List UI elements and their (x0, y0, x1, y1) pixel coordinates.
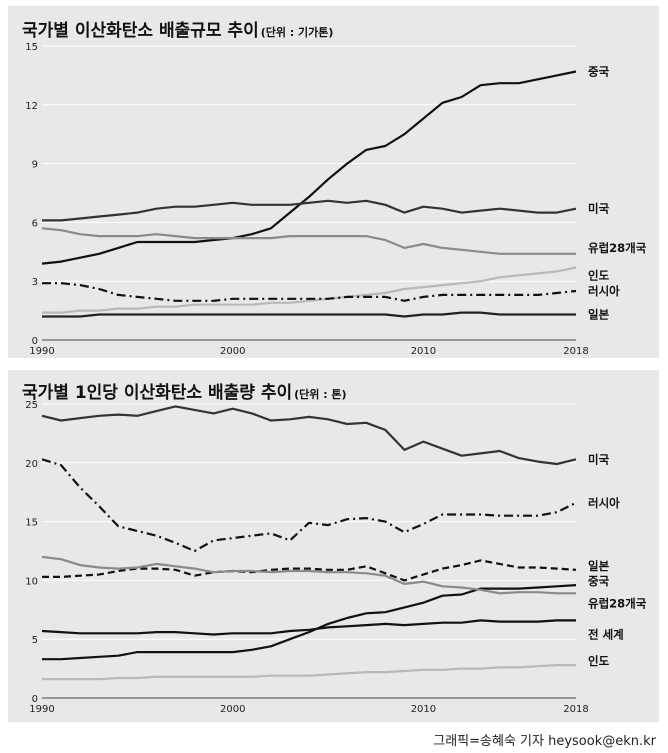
line-chart-per-capita: 0 5 10 15 20 25 1990 2000 2010 2018 미국러시아일본중국유럽28개… (25, 400, 647, 715)
x-tick-label: 2000 (220, 346, 245, 357)
series-line-인도 (42, 266, 577, 314)
series-label-러시아: 러시아 (588, 496, 620, 510)
series-label-중국: 중국 (588, 64, 610, 78)
series-line-전 세계 (41, 619, 576, 636)
chart-title-per-capita: 국가별 1인당 이산화탄소 배출량 추이 (단위 : 톤) (22, 378, 347, 403)
chart-panel-total: 국가별 이산화탄소 배출규모 추이 (단위 : 기가톤) 0 3 6 9 12 15 1990… (8, 6, 659, 358)
chart-panel-per-capita: 국가별 1인당 이산화탄소 배출량 추이 (단위 : 톤) 0 5 10 15 20 25 1… (8, 370, 659, 722)
y-tick-label: 15 (25, 42, 38, 53)
series-line-중국 (42, 584, 577, 661)
y-tick-label: 25 (25, 400, 38, 411)
series-line-러시아 (41, 458, 577, 553)
y-tick-label: 0 (32, 336, 38, 347)
series-label-일본: 일본 (588, 559, 610, 573)
chart-title-text: 국가별 이산화탄소 배출규모 추이 (22, 21, 259, 41)
series-line-미국 (41, 405, 577, 466)
series-line-일본 (42, 559, 577, 582)
series-line-유럽28개국 (41, 555, 576, 595)
series-label-중국: 중국 (588, 574, 610, 588)
y-tick-label: 3 (32, 277, 38, 288)
x-tick-label: 2010 (411, 704, 436, 715)
chart-title-text: 국가별 1인당 이산화탄소 배출량 추이 (22, 383, 293, 403)
series-line-미국 (42, 199, 577, 222)
y-tick-label: 0 (32, 694, 38, 705)
series-label-일본: 일본 (588, 308, 610, 322)
credit-line: 그래픽=송혜숙 기자 heysook@ekn.kr (433, 734, 656, 749)
series-label-유럽28개국: 유럽28개국 (588, 241, 647, 255)
x-tick-label: 2000 (220, 704, 245, 715)
x-tick-label: 2010 (411, 346, 436, 357)
x-tick-label: 2018 (563, 704, 588, 715)
y-tick-label: 10 (25, 576, 38, 587)
line-chart-total: 0 3 6 9 12 15 1990 2000 2010 2018 중국미국유럽28개국인도러시아일… (25, 42, 647, 357)
series-label-인도: 인도 (588, 268, 610, 282)
x-tick-label: 2018 (563, 346, 588, 357)
series-label-미국: 미국 (588, 452, 610, 466)
y-tick-label: 15 (25, 518, 38, 529)
y-tick-label: 5 (32, 635, 38, 646)
y-tick-label: 9 (32, 160, 38, 171)
series-line-인도 (42, 664, 576, 681)
series-line-중국 (41, 70, 577, 265)
series-label-러시아: 러시아 (588, 284, 620, 298)
y-tick-label: 20 (25, 459, 38, 470)
chart-unit: (단위 : 기가톤) (260, 26, 334, 39)
y-tick-label: 6 (32, 218, 38, 229)
x-tick-label: 1990 (29, 346, 54, 357)
series-label-미국: 미국 (588, 202, 610, 216)
series-line-유럽28개국 (41, 227, 576, 255)
chart-unit: (단위 : 톤) (294, 388, 347, 401)
y-tick-label: 12 (25, 101, 38, 112)
chart-title-total: 국가별 이산화탄소 배출규모 추이 (단위 : 기가톤) (22, 16, 333, 41)
series-label-인도: 인도 (588, 654, 610, 668)
series-label-유럽28개국: 유럽28개국 (588, 596, 647, 610)
series-label-전 세계: 전 세계 (588, 627, 624, 641)
series-line-러시아 (42, 282, 577, 302)
x-tick-label: 1990 (29, 704, 54, 715)
series-line-일본 (42, 311, 576, 318)
